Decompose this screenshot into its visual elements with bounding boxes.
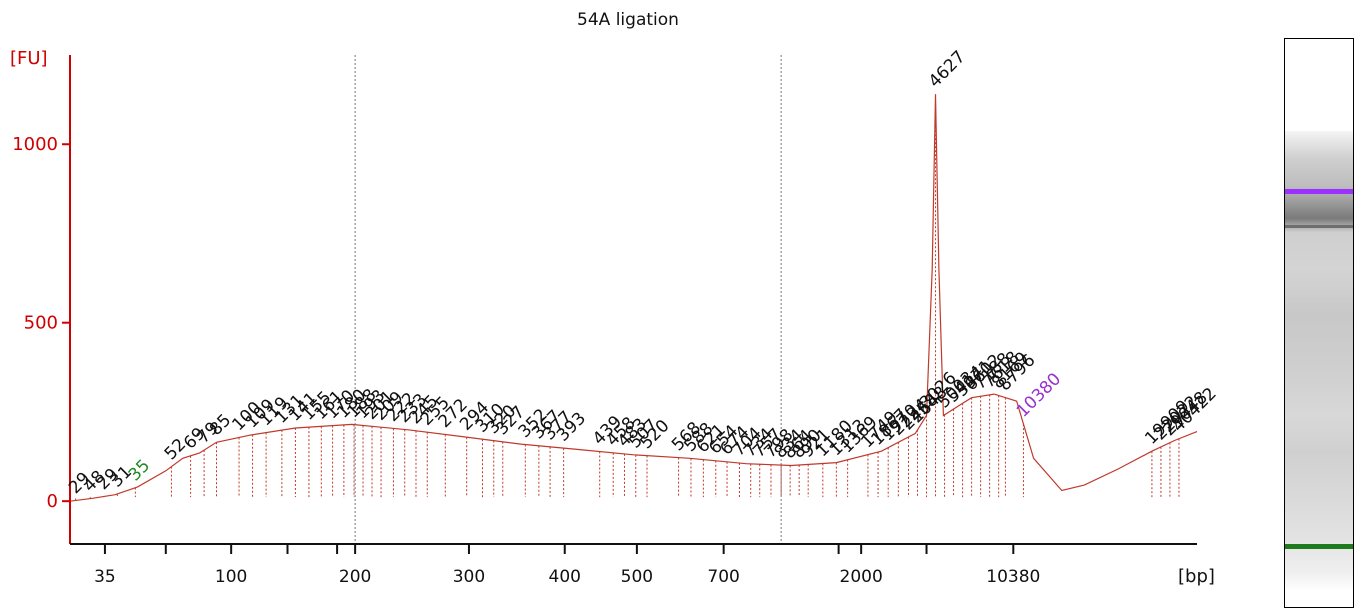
x-tick-label-13: 10380 — [986, 567, 1040, 587]
y-tick-label-1000: 1000 — [12, 134, 58, 155]
gel-smear — [1285, 131, 1353, 591]
chart-title: 54A ligation — [577, 10, 679, 30]
trace-area — [69, 94, 1198, 502]
axes — [69, 55, 1197, 545]
x-tick-label-6: 300 — [453, 567, 485, 587]
gel-sample-band — [1285, 225, 1353, 228]
y-tick-label-500: 500 — [24, 313, 58, 334]
gridlines — [354, 55, 782, 544]
y-axis-ticks: 0 500 1000 — [12, 134, 70, 512]
peak-labels: 2948293135526979851001091191311411551611… — [65, 47, 1221, 498]
x-tick-label-7: 400 — [549, 567, 581, 587]
x-tick-label-9: 700 — [707, 567, 739, 587]
y-tick-label-0: 0 — [47, 491, 58, 512]
x-axis-ticks: 35 100 200 300 400 500 700 2000 10380 — [94, 544, 1040, 587]
x-tick-label-8: 500 — [621, 567, 653, 587]
gel-lower-marker-band — [1285, 544, 1353, 549]
x-tick-label-2: 100 — [215, 567, 247, 587]
y-axis-label: [FU] — [10, 48, 48, 69]
peak-droplines — [75, 94, 1180, 501]
x-tick-label-11: 2000 — [840, 567, 883, 587]
x-axis-label: [bp] — [1178, 566, 1215, 587]
electropherogram-chart: 54A ligation [FU] [bp] 35 100 200 300 400 500… — [10, 10, 1221, 587]
trace-line — [69, 94, 1198, 502]
gel-lane — [1284, 38, 1354, 608]
gel-upper-marker-band — [1285, 189, 1353, 194]
peak-label-63: 4627 — [925, 47, 970, 92]
x-tick-label-0: 35 — [94, 567, 116, 587]
x-tick-label-5: 200 — [339, 567, 371, 587]
